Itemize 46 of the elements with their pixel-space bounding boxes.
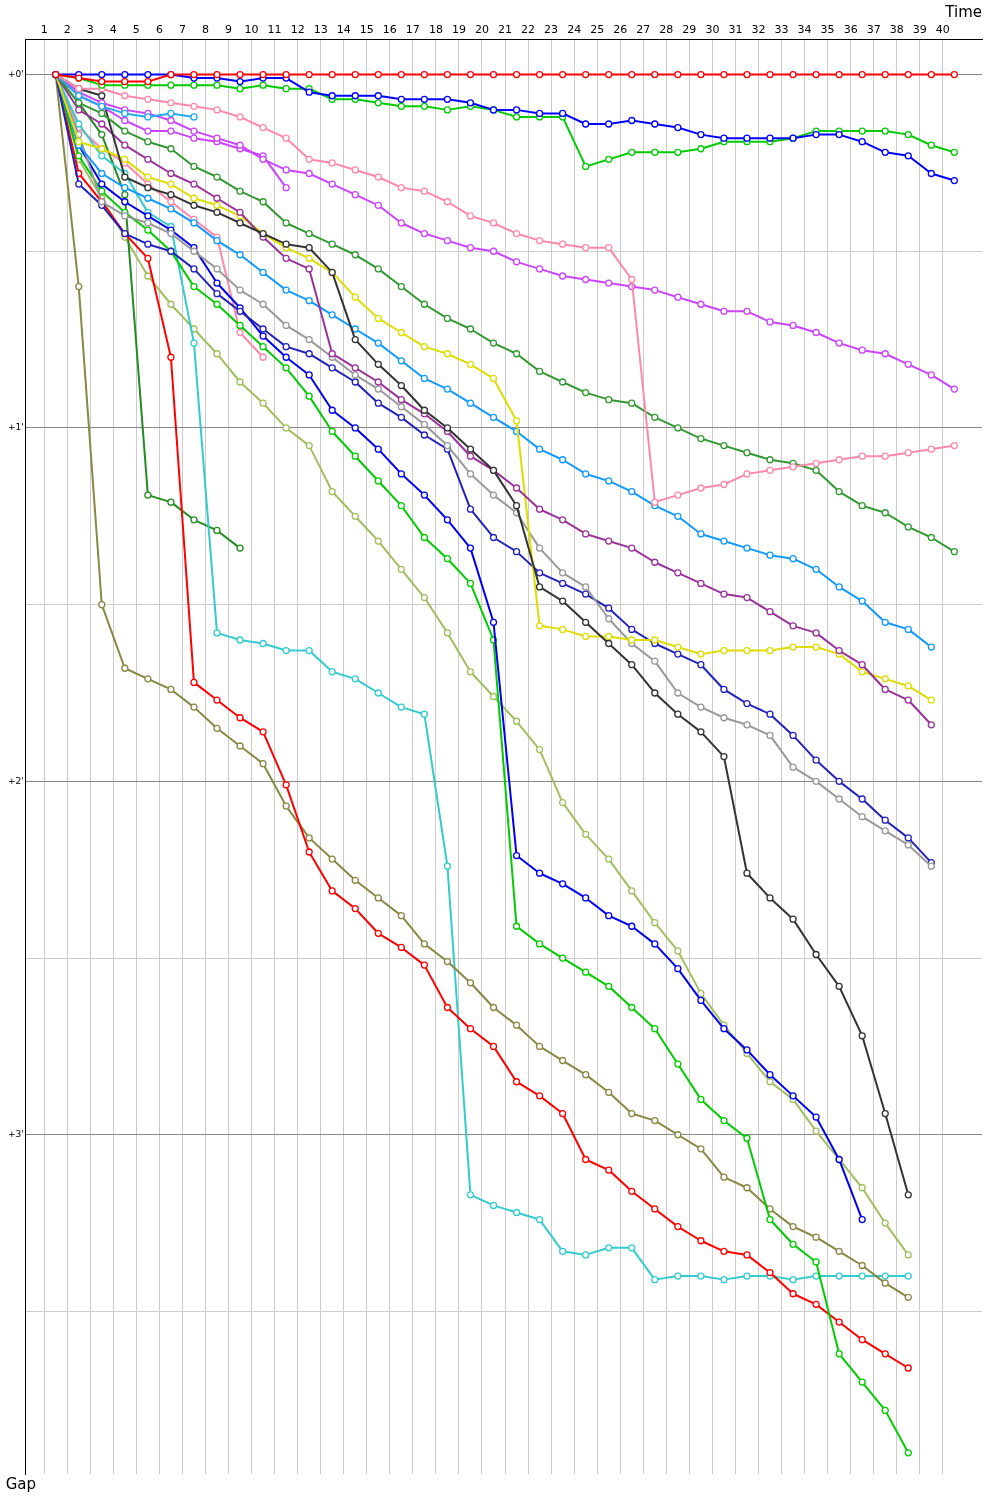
x-tick-label: 6 bbox=[155, 23, 163, 37]
x-tick-label: 35 bbox=[820, 23, 835, 37]
x-tick-label: 20 bbox=[474, 23, 489, 37]
y-tick-label: +2' bbox=[7, 775, 24, 786]
x-tick-label: 38 bbox=[889, 23, 904, 37]
x-tick-label: 3 bbox=[86, 23, 94, 37]
x-tick-label: 1 bbox=[40, 23, 48, 37]
x-tick-label: 11 bbox=[267, 23, 282, 37]
x-tick-label: 22 bbox=[521, 23, 536, 37]
x-tick-label: 27 bbox=[636, 23, 651, 37]
x-tick-label: 26 bbox=[613, 23, 628, 37]
x-tick-label: 32 bbox=[751, 23, 766, 37]
x-tick-label: 31 bbox=[728, 23, 743, 37]
x-tick-label: 13 bbox=[313, 23, 328, 37]
y-tick-label: +0' bbox=[7, 68, 24, 79]
x-tick-label: 8 bbox=[201, 23, 209, 37]
x-tick-label: 10 bbox=[244, 23, 259, 37]
x-tick-label: 16 bbox=[382, 23, 397, 37]
x-tick-label: 36 bbox=[843, 23, 858, 37]
y-axis-title: Gap bbox=[5, 1475, 37, 1494]
y-tick-label: +1' bbox=[7, 422, 24, 433]
x-tick-label: 19 bbox=[451, 23, 466, 37]
x-tick-label: 28 bbox=[659, 23, 674, 37]
x-tick-label: 23 bbox=[544, 23, 559, 37]
x-tick-label: 7 bbox=[178, 23, 186, 37]
x-tick-label: 5 bbox=[132, 23, 140, 37]
x-tick-label: 17 bbox=[405, 23, 420, 37]
x-tick-label: 25 bbox=[590, 23, 605, 37]
x-axis-title: Time bbox=[944, 2, 982, 21]
x-tick-label: 18 bbox=[428, 23, 443, 37]
x-tick-label: 24 bbox=[567, 23, 582, 37]
x-tick-label: 15 bbox=[359, 23, 374, 37]
x-tick-label: 30 bbox=[705, 23, 720, 37]
y-tick-label: +3' bbox=[7, 1129, 24, 1140]
x-tick-label: 4 bbox=[109, 23, 117, 37]
x-tick-label: 40 bbox=[935, 23, 950, 37]
x-tick-label: 37 bbox=[866, 23, 881, 37]
x-tick-label: 39 bbox=[912, 23, 927, 37]
x-tick-label: 33 bbox=[774, 23, 789, 37]
x-tick-label: 34 bbox=[797, 23, 812, 37]
x-tick-label: 29 bbox=[682, 23, 697, 37]
x-tick-label: 9 bbox=[225, 23, 233, 37]
x-tick-label: 21 bbox=[498, 23, 513, 37]
x-tick-label: 2 bbox=[63, 23, 71, 37]
x-tick-label: 12 bbox=[290, 23, 305, 37]
x-tick-label: 14 bbox=[336, 23, 351, 37]
